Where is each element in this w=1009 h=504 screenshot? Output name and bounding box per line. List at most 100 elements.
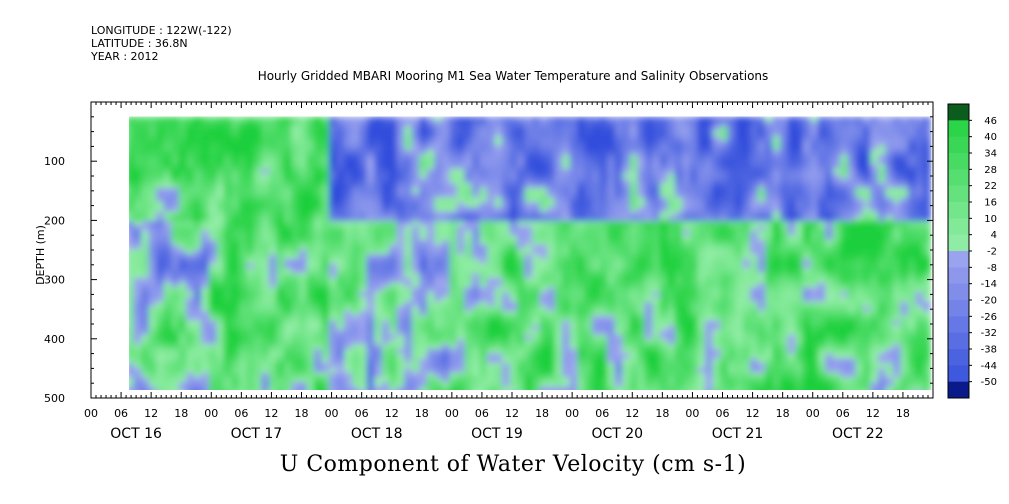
heatmap-cell [750,287,759,293]
heatmap-cell [381,116,390,123]
heatmap-cell [704,320,714,326]
heatmap-cell [216,367,225,374]
heatmap-cell [238,164,247,170]
heatmap-cell [486,149,496,156]
heatmap-cell [659,249,668,255]
heatmap-cell [133,126,142,132]
heatmap-cell [667,206,676,213]
heatmap-cell [652,206,661,213]
heatmap-cell [374,382,383,388]
heatmap-cell [629,173,638,179]
heatmap-cell [547,149,556,156]
heatmap-cell [291,159,300,165]
heatmap-cell [208,187,217,194]
heatmap-cell [517,149,526,156]
heatmap-cell [697,178,706,184]
heatmap-cell [509,344,518,350]
heatmap-cell [314,329,323,336]
heatmap-cell [441,292,450,298]
heatmap-cell [434,363,443,369]
heatmap-cell [735,192,744,198]
heatmap-cell [637,263,646,269]
heatmap-cell [129,320,135,326]
heatmap-cell [193,126,202,132]
heatmap-cell [366,348,375,355]
heatmap-cell [268,183,278,189]
heatmap-cell [336,164,345,170]
heatmap-cell [283,329,293,336]
heatmap-cell [148,206,157,213]
heatmap-cell [419,178,428,184]
heatmap-cell [614,296,623,303]
heatmap-cell [163,178,172,184]
heatmap-cell [569,277,578,284]
heatmap-cell [156,206,165,213]
heatmap-cell [129,306,135,312]
heatmap-cell [494,292,503,298]
heatmap-cell [629,211,638,217]
heatmap-cell [599,292,608,298]
heatmap-cell [261,263,270,269]
heatmap-cell [163,164,172,170]
heatmap-cell [682,329,691,336]
heatmap-cell [171,268,180,274]
heatmap-cell [471,339,481,345]
heatmap-cell [396,382,405,388]
heatmap-cell [577,197,586,203]
heatmap-cell [291,187,300,194]
heatmap-cell [381,329,390,336]
heatmap-cell [411,268,420,274]
heatmap-cell [238,254,247,260]
heatmap-cell [276,301,285,307]
heatmap-cell [486,202,496,208]
heatmap-cell [577,315,586,322]
heatmap-cell [727,254,736,260]
heatmap-cell [441,140,450,146]
heatmap-cell [163,206,172,213]
heatmap-cell [689,154,699,161]
heatmap-cell [344,126,353,132]
heatmap-cell [238,216,247,222]
heatmap-cell [727,121,736,127]
heatmap-cell [441,244,450,251]
heatmap-cell [471,131,481,137]
heatmap-cell [584,235,593,241]
heatmap-cell [644,310,653,317]
heatmap-cell [644,329,653,336]
heatmap-cell [554,187,563,194]
heatmap-cell [607,334,616,340]
heatmap-cell [314,220,323,227]
heatmap-cell [554,358,563,364]
heatmap-cell [667,258,676,265]
heatmap-cell [193,192,202,198]
heatmap-cell [208,339,217,345]
heatmap-cell [464,192,473,198]
heatmap-cell [231,254,240,260]
heatmap-cell [757,230,766,236]
heatmap-cell [441,202,450,208]
heatmap-cell [644,277,653,284]
heatmap-cell [689,348,699,355]
heatmap-cell [562,159,571,165]
heatmap-cell [667,268,676,274]
heatmap-cell [750,164,759,170]
heatmap-cell [629,220,638,227]
heatmap-cell [336,353,345,359]
heatmap-cell [344,273,353,279]
heatmap-cell [750,187,759,194]
heatmap-cell [216,296,225,303]
heatmap-cell [129,149,135,156]
heatmap-cell [426,344,435,350]
heatmap-cell [637,145,646,151]
heatmap-cell [607,306,616,312]
heatmap-cell [344,197,353,203]
heatmap-cell [622,135,631,142]
heatmap-cell [479,216,488,222]
heatmap-cell [291,339,300,345]
heatmap-cell [411,126,420,132]
heatmap-cell [494,235,503,241]
heatmap-cell [178,268,187,274]
heatmap-cell [253,216,263,222]
heatmap-cell [509,386,518,390]
heatmap-cell [517,121,526,127]
